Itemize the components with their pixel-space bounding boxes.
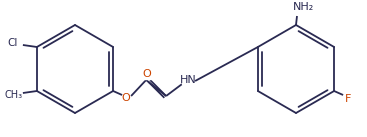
Bar	[182, 76, 194, 84]
Text: HN: HN	[180, 75, 196, 85]
Bar	[344, 95, 352, 103]
Text: Cl: Cl	[8, 38, 18, 48]
Text: NH₂: NH₂	[293, 2, 315, 12]
Text: O: O	[122, 93, 131, 103]
Text: F: F	[345, 94, 351, 104]
Text: O: O	[143, 69, 152, 79]
Bar	[295, 2, 313, 12]
Text: CH₃: CH₃	[5, 90, 23, 100]
Bar	[143, 71, 151, 79]
